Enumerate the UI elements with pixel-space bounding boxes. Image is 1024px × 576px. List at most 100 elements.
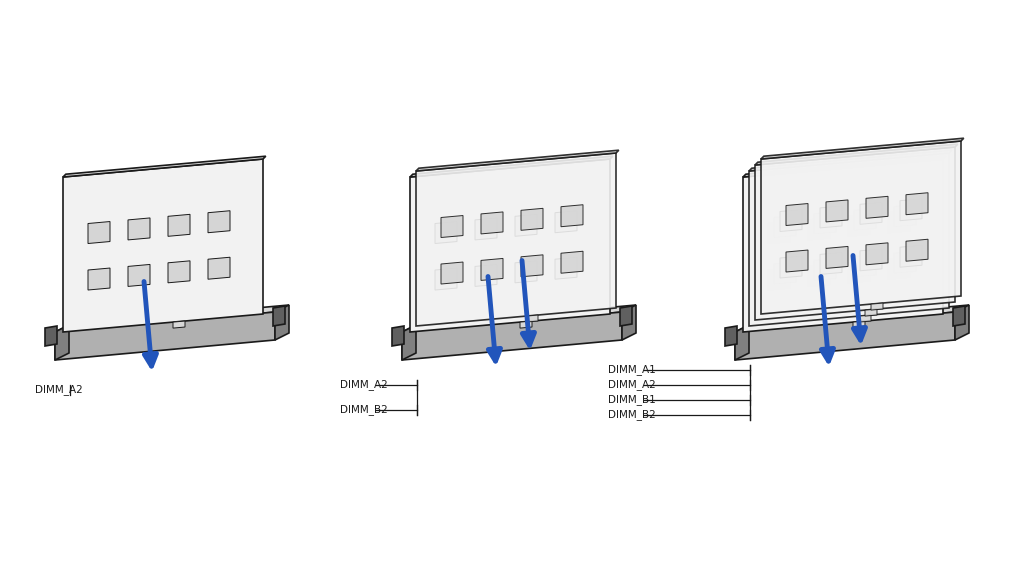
- Polygon shape: [410, 156, 612, 177]
- Polygon shape: [63, 156, 266, 177]
- Polygon shape: [755, 147, 955, 320]
- Polygon shape: [416, 153, 616, 326]
- Polygon shape: [953, 306, 965, 326]
- Polygon shape: [475, 264, 497, 286]
- Polygon shape: [888, 257, 910, 279]
- Polygon shape: [481, 259, 503, 281]
- Polygon shape: [848, 214, 870, 236]
- Polygon shape: [906, 193, 928, 215]
- Polygon shape: [520, 321, 532, 328]
- Polygon shape: [808, 218, 830, 240]
- Polygon shape: [860, 249, 882, 271]
- Polygon shape: [515, 214, 537, 236]
- Polygon shape: [561, 204, 583, 227]
- Polygon shape: [128, 264, 150, 286]
- Text: DIMM_B1: DIMM_B1: [608, 395, 655, 406]
- Polygon shape: [786, 203, 808, 226]
- Polygon shape: [900, 199, 922, 221]
- Polygon shape: [208, 211, 230, 233]
- Polygon shape: [63, 159, 263, 332]
- Polygon shape: [743, 156, 946, 177]
- Polygon shape: [780, 210, 802, 232]
- Polygon shape: [515, 261, 537, 283]
- Polygon shape: [402, 325, 416, 360]
- Polygon shape: [860, 202, 882, 224]
- Polygon shape: [416, 150, 618, 171]
- Polygon shape: [749, 153, 949, 326]
- Polygon shape: [481, 212, 503, 234]
- Polygon shape: [859, 315, 871, 322]
- Polygon shape: [561, 251, 583, 273]
- Polygon shape: [275, 305, 289, 340]
- Polygon shape: [735, 312, 955, 360]
- Polygon shape: [749, 150, 951, 171]
- Polygon shape: [88, 222, 110, 244]
- Polygon shape: [955, 305, 969, 340]
- Polygon shape: [774, 262, 796, 284]
- Polygon shape: [435, 222, 457, 244]
- Polygon shape: [392, 326, 404, 346]
- Polygon shape: [866, 196, 888, 218]
- Polygon shape: [866, 243, 888, 265]
- Polygon shape: [853, 321, 865, 328]
- Polygon shape: [725, 326, 737, 346]
- Polygon shape: [555, 257, 577, 279]
- Polygon shape: [761, 141, 961, 314]
- Polygon shape: [168, 261, 190, 283]
- Polygon shape: [755, 144, 957, 165]
- Polygon shape: [761, 138, 964, 159]
- Polygon shape: [521, 209, 543, 230]
- Polygon shape: [55, 325, 69, 360]
- Text: DIMM_A2: DIMM_A2: [340, 380, 388, 391]
- Polygon shape: [814, 212, 836, 234]
- Polygon shape: [888, 211, 910, 233]
- Polygon shape: [88, 268, 110, 290]
- Polygon shape: [848, 261, 870, 283]
- Polygon shape: [786, 250, 808, 272]
- Text: DIMM_A2: DIMM_A2: [608, 380, 655, 391]
- Polygon shape: [410, 159, 610, 332]
- Polygon shape: [865, 309, 877, 316]
- Polygon shape: [55, 305, 289, 332]
- Polygon shape: [743, 159, 943, 332]
- Polygon shape: [441, 262, 463, 284]
- Polygon shape: [435, 268, 457, 290]
- Text: DIMM_A1: DIMM_A1: [608, 365, 655, 376]
- Polygon shape: [808, 264, 830, 286]
- Polygon shape: [780, 256, 802, 278]
- Polygon shape: [906, 239, 928, 261]
- Polygon shape: [894, 251, 916, 273]
- Polygon shape: [45, 326, 57, 346]
- Polygon shape: [871, 303, 883, 310]
- Polygon shape: [768, 268, 790, 290]
- Polygon shape: [774, 215, 796, 237]
- Polygon shape: [894, 204, 916, 227]
- Polygon shape: [900, 245, 922, 267]
- Polygon shape: [735, 325, 749, 360]
- Polygon shape: [622, 305, 636, 340]
- Text: DIMM_A2: DIMM_A2: [35, 385, 83, 396]
- Text: DIMM_B2: DIMM_B2: [340, 404, 388, 415]
- Polygon shape: [820, 206, 842, 228]
- Polygon shape: [168, 214, 190, 236]
- Polygon shape: [521, 255, 543, 277]
- Polygon shape: [735, 305, 969, 332]
- Polygon shape: [402, 312, 622, 360]
- Polygon shape: [402, 305, 636, 332]
- Polygon shape: [273, 306, 285, 326]
- Polygon shape: [555, 211, 577, 233]
- Polygon shape: [55, 312, 275, 360]
- Polygon shape: [128, 218, 150, 240]
- Polygon shape: [820, 252, 842, 274]
- Polygon shape: [475, 218, 497, 240]
- Polygon shape: [768, 222, 790, 244]
- Polygon shape: [814, 259, 836, 281]
- Polygon shape: [826, 247, 848, 268]
- Polygon shape: [854, 255, 876, 277]
- Polygon shape: [526, 315, 538, 322]
- Polygon shape: [854, 209, 876, 230]
- Polygon shape: [441, 215, 463, 237]
- Polygon shape: [826, 200, 848, 222]
- Polygon shape: [620, 306, 632, 326]
- Polygon shape: [173, 321, 185, 328]
